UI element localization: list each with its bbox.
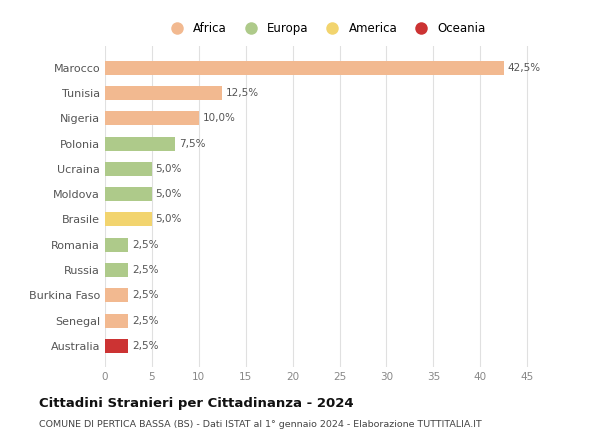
Text: 2,5%: 2,5%	[132, 290, 159, 300]
Bar	[105, 314, 128, 327]
Text: 5,0%: 5,0%	[155, 164, 182, 174]
Text: 5,0%: 5,0%	[155, 214, 182, 224]
Bar	[105, 339, 128, 353]
Text: 12,5%: 12,5%	[226, 88, 259, 98]
Bar	[105, 111, 199, 125]
Bar	[105, 137, 175, 150]
Bar	[105, 288, 128, 302]
Bar	[105, 187, 152, 201]
Legend: Africa, Europa, America, Oceania: Africa, Europa, America, Oceania	[163, 20, 488, 38]
Text: 10,0%: 10,0%	[203, 114, 235, 123]
Bar	[105, 238, 128, 252]
Bar	[105, 263, 128, 277]
Bar	[105, 162, 152, 176]
Text: COMUNE DI PERTICA BASSA (BS) - Dati ISTAT al 1° gennaio 2024 - Elaborazione TUTT: COMUNE DI PERTICA BASSA (BS) - Dati ISTA…	[39, 420, 482, 429]
Text: 42,5%: 42,5%	[508, 63, 541, 73]
Bar	[105, 61, 504, 75]
Text: 2,5%: 2,5%	[132, 315, 159, 326]
Text: 7,5%: 7,5%	[179, 139, 206, 149]
Text: 2,5%: 2,5%	[132, 265, 159, 275]
Text: 5,0%: 5,0%	[155, 189, 182, 199]
Text: 2,5%: 2,5%	[132, 341, 159, 351]
Text: Cittadini Stranieri per Cittadinanza - 2024: Cittadini Stranieri per Cittadinanza - 2…	[39, 397, 353, 410]
Bar	[105, 213, 152, 227]
Bar	[105, 86, 222, 100]
Text: 2,5%: 2,5%	[132, 240, 159, 250]
